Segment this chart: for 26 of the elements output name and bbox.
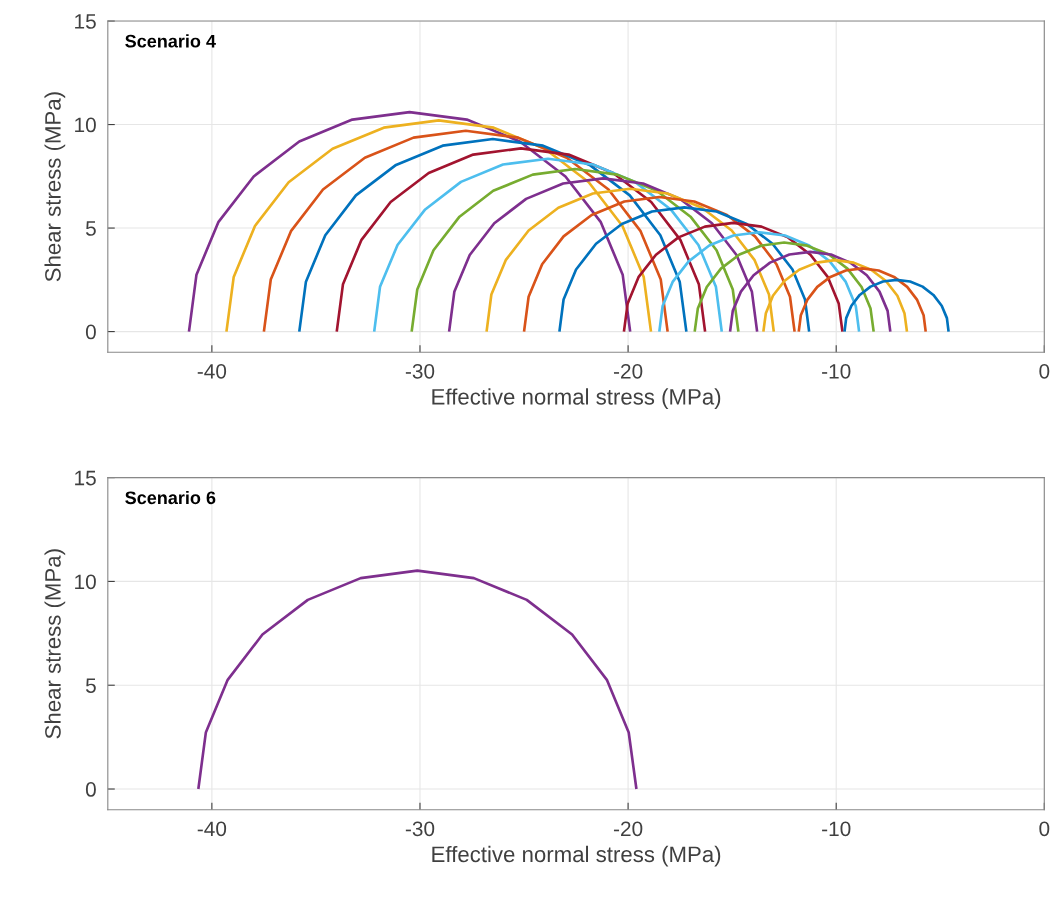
y-tick-label: 0 [85, 324, 96, 340]
x-tick-label: -20 [613, 821, 643, 837]
x-tick-label: -10 [822, 363, 851, 379]
x-tick-label: 0 [1039, 363, 1050, 379]
y-tick-label: 10 [75, 574, 96, 590]
annotation: Scenario 4 [125, 34, 216, 48]
y-tick-label: 15 [75, 470, 96, 486]
y-axis-title: Shear stress (MPa) [44, 92, 66, 282]
x-tick-label: -30 [405, 363, 435, 379]
y-tick-label: 5 [85, 678, 96, 693]
y-tick-label: 5 [85, 221, 96, 236]
x-tick-label: -30 [405, 821, 435, 837]
line-series [843, 278, 950, 333]
x-axis-title: Effective normal stress (MPa) [432, 388, 721, 410]
y-tick-label: 10 [75, 117, 96, 133]
x-axis-title: Effective normal stress (MPa) [432, 845, 721, 867]
annotation: Scenario 6 [125, 490, 216, 505]
y-tick-label: 0 [85, 782, 96, 797]
x-tick-label: -40 [197, 363, 227, 379]
x-tick-label: -20 [613, 363, 643, 379]
y-tick-label: 15 [75, 14, 96, 29]
x-tick-label: -40 [197, 821, 227, 837]
x-tick-label: 0 [1039, 821, 1050, 837]
line-series [197, 569, 638, 791]
y-axis-title: Shear stress (MPa) [44, 549, 66, 739]
x-tick-label: -10 [822, 821, 851, 837]
